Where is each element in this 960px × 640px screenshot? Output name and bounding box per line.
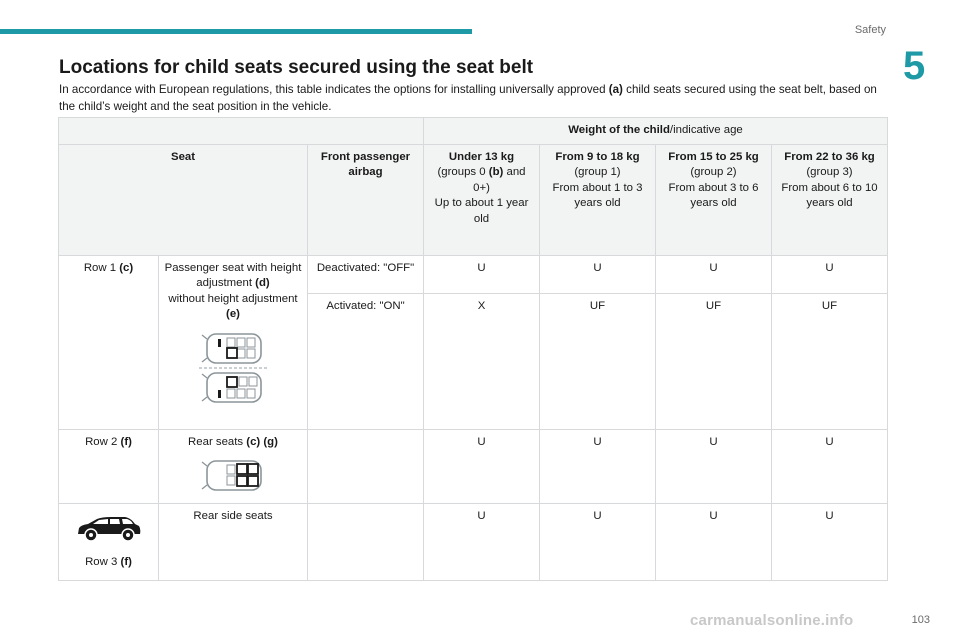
row1-on-value-0: X — [423, 292, 540, 430]
row2-label-cell: Row 2 (f) — [58, 428, 159, 504]
row2-seat-cell: Rear seats (c) (g) — [158, 428, 308, 504]
row1-off-value-1: U — [539, 254, 656, 294]
group-0-weight: Under 13 kg — [448, 150, 515, 163]
row1-off-value-0: U — [423, 254, 540, 294]
table-row: Row 3 (f) Rear side seats U U U U — [58, 502, 888, 581]
table-header-row: Weight of the child/indicative age — [58, 117, 888, 145]
row2-airbag-empty — [307, 428, 424, 504]
row3-value-0: U — [423, 502, 540, 581]
group-3-age: From about 6 to 10 years old — [781, 181, 878, 210]
group-header-0: Under 13 kg (groups 0 (b) and 0+) Up to ab… — [423, 143, 540, 256]
airbag-column-header: Front passenger airbag — [307, 143, 424, 256]
row1-on-value-2: UF — [655, 292, 772, 430]
group-header-1: From 9 to 18 kg (group 1) From about 1 to … — [539, 143, 656, 256]
row3-label: Row 3 — [85, 555, 121, 568]
weight-header-bold: Weight of the child — [568, 124, 670, 136]
row1-seat-text-1: Passenger seat with height adjustment — [164, 261, 302, 290]
group-0-age: Up to about 1 year old — [434, 197, 529, 225]
group-0-groups-end: and 0+) — [473, 166, 526, 194]
intro-ref-a: (a) — [608, 83, 623, 96]
group-header-3: From 22 to 36 kg (group 3) From about 6 to… — [771, 143, 888, 256]
row2-label-ref: (f) — [120, 435, 132, 448]
weight-header-rest: /indicative age — [669, 124, 743, 136]
row1-seat-cell: Passenger seat with height adjustment (d… — [158, 254, 308, 430]
row1-off-value-3: U — [771, 254, 888, 294]
group-2-groups: (group 2) — [690, 166, 737, 178]
row2-label: Row 2 — [85, 435, 121, 448]
child-seat-table: Weight of the child/indicative age Seat … — [58, 117, 888, 581]
row1-seat-ref-d: (d) — [255, 277, 270, 289]
row3-label-cell: Row 3 (f) — [58, 502, 159, 581]
group-2-weight: From 15 to 25 kg — [668, 150, 759, 163]
row2-value-0: U — [423, 428, 540, 504]
row2-seat-ref: (c) (g) — [246, 435, 278, 448]
row1-airbag-off: Deactivated: "OFF" — [307, 254, 424, 294]
page-number: 103 — [911, 614, 930, 626]
row2-value-2: U — [655, 428, 772, 504]
row3-airbag-empty — [307, 502, 424, 581]
section-title: Safety — [854, 24, 886, 36]
row3-value-2: U — [655, 502, 772, 581]
table-row: Row 2 (f) Rear seats (c) (g) U U U U — [58, 428, 888, 504]
group-3-weight: From 22 to 36 kg — [784, 150, 875, 163]
rear-seat-diagram-icon — [163, 457, 303, 495]
front-seat-diagram-icon — [163, 330, 303, 406]
table-subheader-row: Seat Front passenger airbag Under 13 kg (… — [58, 143, 888, 256]
header-empty-cell — [58, 117, 424, 145]
group-header-2: From 15 to 25 kg (group 2) From about 3 to… — [655, 143, 772, 256]
group-0-ref: (b) — [488, 166, 504, 178]
row2-seat-text: Rear seats — [188, 435, 247, 448]
intro-text-2: child seats secured using the seat belt,… — [59, 83, 877, 113]
group-1-groups: (group 1) — [574, 166, 621, 178]
group-3-groups: (group 3) — [806, 166, 853, 178]
watermark: carmanualsonline.info — [690, 612, 854, 629]
table-row: Activated: "ON" X UF UF UF — [59, 292, 888, 430]
intro-text-1: In accordance with European regulations,… — [59, 83, 609, 96]
header-accent-bar — [0, 29, 472, 34]
row2-value-1: U — [539, 428, 656, 504]
group-1-weight: From 9 to 18 kg — [555, 150, 640, 163]
group-0-groups: (groups 0 — [437, 166, 489, 178]
group-1-age: From about 1 to 3 years old — [552, 181, 643, 210]
row1-label-ref: (c) — [119, 261, 134, 274]
row1-off-value-2: U — [655, 254, 772, 294]
row1-label-cell: Row 1 (c) — [58, 254, 159, 430]
row3-label-ref: (f) — [120, 555, 132, 568]
row1-seat-text-2: without height adjustment — [168, 292, 298, 305]
chapter-number: 5 — [903, 44, 926, 88]
seat-column-header: Seat — [58, 143, 308, 256]
row3-value-3: U — [771, 502, 888, 581]
row1-airbag-on: Activated: "ON" — [307, 292, 424, 430]
intro-paragraph: In accordance with European regulations,… — [59, 81, 889, 115]
table-row: Row 1 (c) Passenger seat with height adj… — [58, 254, 888, 430]
page-title: Locations for child seats secured using … — [59, 57, 534, 78]
suv-car-icon — [63, 515, 154, 543]
group-2-age: From about 3 to 6 years old — [668, 181, 759, 210]
row1-on-value-1: UF — [539, 292, 656, 430]
row3-value-1: U — [539, 502, 656, 581]
weight-header-cell: Weight of the child/indicative age — [423, 117, 888, 145]
row1-label: Row 1 — [83, 261, 120, 274]
row2-value-3: U — [771, 428, 888, 504]
row1-seat-ref-e: (e) — [226, 308, 240, 320]
row1-on-value-3: UF — [771, 292, 888, 430]
row3-seat-cell: Rear side seats — [158, 502, 308, 581]
